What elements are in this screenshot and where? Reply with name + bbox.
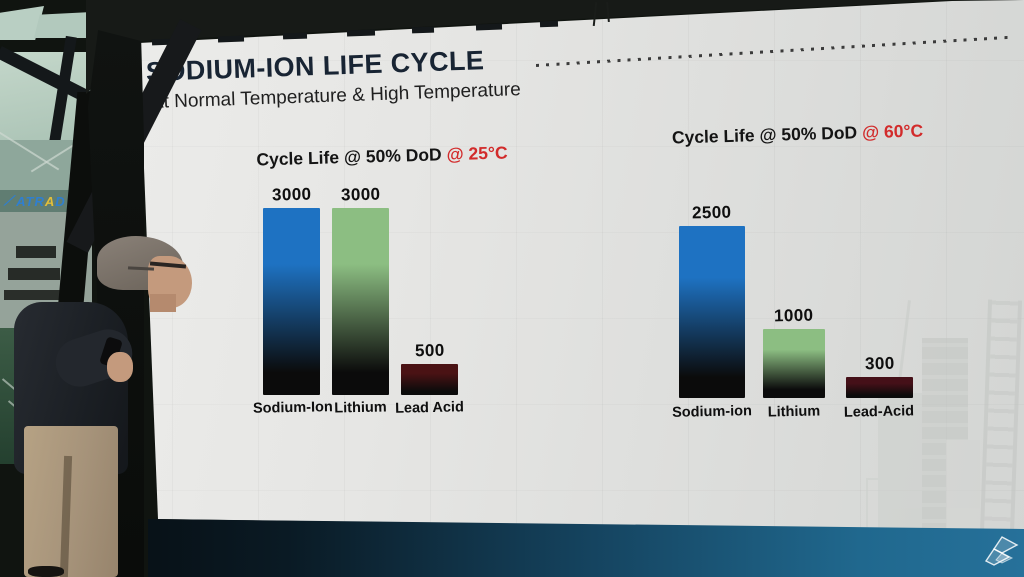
bar xyxy=(846,377,913,398)
category-label: Sodium-ion xyxy=(671,403,753,421)
skyline-building xyxy=(878,393,924,531)
building-sign-logo-mark: ⟋ xyxy=(4,193,15,208)
chart-temp-60c: @ 60°C xyxy=(861,120,924,143)
presenter xyxy=(0,230,200,577)
bar xyxy=(332,208,389,395)
bar xyxy=(763,329,825,398)
category-label: Lithium xyxy=(767,403,821,421)
chart-title-25c: Cycle Life @ 50% DoD @ 25°C xyxy=(256,142,508,170)
category-label: Lead-Acid xyxy=(843,403,915,421)
ceiling-tab xyxy=(282,32,308,40)
ceiling-tab xyxy=(411,26,435,34)
skyline-building-small xyxy=(946,440,980,531)
bar-value: 3000 xyxy=(340,184,381,205)
bar-value: 1000 xyxy=(774,305,814,326)
bar-sodium-ion-60c: 2500 xyxy=(679,203,745,398)
building-sign-text: ATRAD xyxy=(16,193,66,209)
bar xyxy=(679,226,745,398)
bar-value: 300 xyxy=(864,354,895,374)
category-label: Sodium-Ion xyxy=(252,399,333,417)
presenter-neck xyxy=(150,294,176,312)
presenter-hand xyxy=(107,352,133,382)
bar-value: 2500 xyxy=(692,202,732,223)
chart-temp-25c: @ 25°C xyxy=(446,142,508,165)
building-window-slit xyxy=(4,290,60,300)
chart-cycle-life-60c: Cycle Life @ 50% DoD @ 60°C 2500 1000 30… xyxy=(645,120,950,421)
bar-sodium-ion-25c: 3000 xyxy=(263,185,320,395)
bar-lead-acid-60c: 300 xyxy=(846,354,913,398)
building-window-slit xyxy=(16,246,56,258)
category-label: Lithium xyxy=(334,399,387,417)
ceiling-tab xyxy=(475,23,503,31)
ceiling-tab xyxy=(539,20,559,28)
bar-value: 3000 xyxy=(271,184,312,205)
bar-lead-acid-25c: 500 xyxy=(401,341,458,395)
skyline-building-outline xyxy=(866,478,906,531)
bar xyxy=(401,363,458,395)
building-window-slit xyxy=(8,268,60,280)
chart-cycle-life-25c: Cycle Life @ 50% DoD @ 25°C 3000 3000 50… xyxy=(237,142,527,418)
skyline-crane-ladder xyxy=(979,299,1023,531)
city-skyline-watermark xyxy=(850,290,1024,531)
watermark-logo-icon xyxy=(984,536,1019,566)
presenter-shoe xyxy=(28,566,64,577)
presenter-trousers xyxy=(24,426,118,577)
chart-title-60c: Cycle Life @ 50% DoD @ 60°C xyxy=(671,120,924,148)
bar-lithium-25c: 3000 xyxy=(332,185,389,395)
bar-value: 500 xyxy=(414,340,445,361)
category-label: Lead Acid xyxy=(394,399,465,417)
glass-skylight-panel xyxy=(34,12,92,38)
bar-lithium-60c: 1000 xyxy=(763,306,825,398)
ceiling-tab xyxy=(346,29,376,37)
bar xyxy=(263,208,320,395)
ceiling-tab xyxy=(217,35,245,43)
